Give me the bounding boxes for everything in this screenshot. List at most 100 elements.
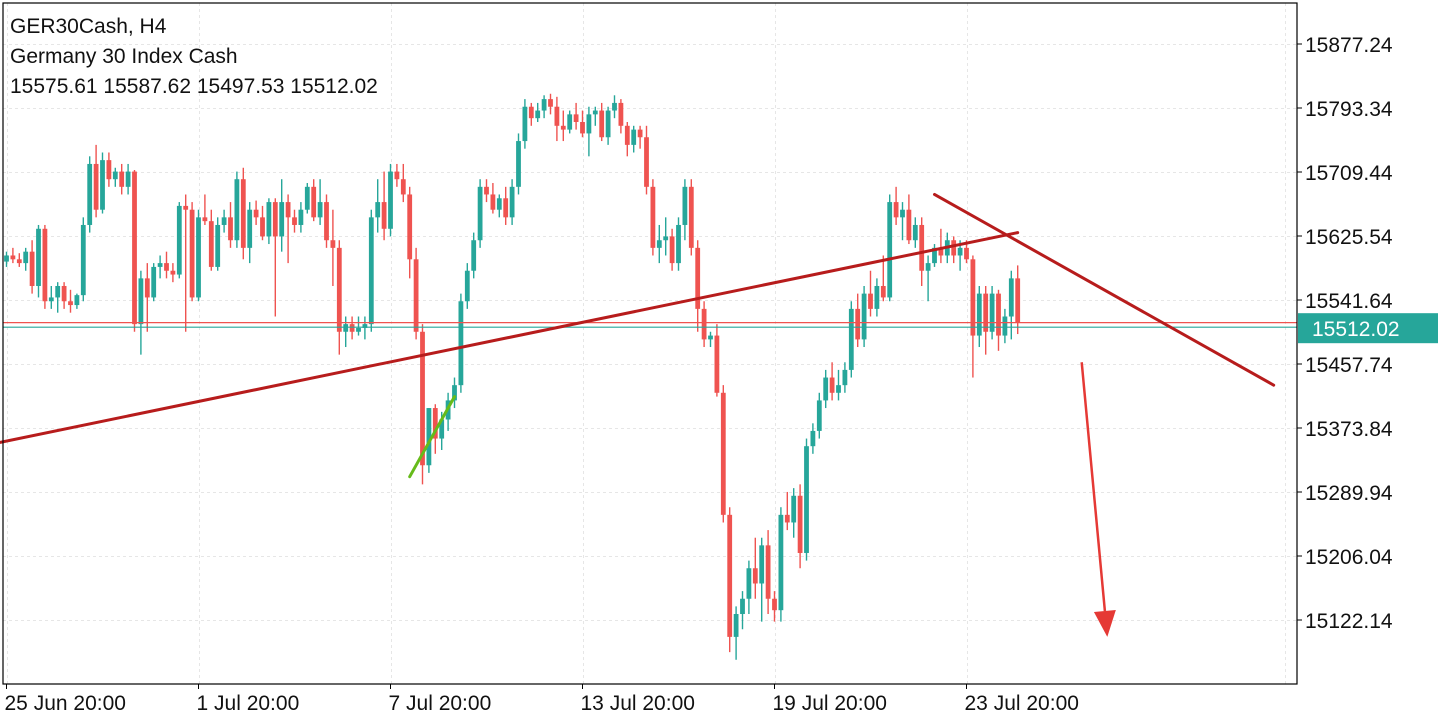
descending-trendline[interactable] <box>933 192 1276 387</box>
candle[interactable] <box>1008 270 1014 340</box>
candle[interactable] <box>452 377 457 409</box>
candle[interactable] <box>516 133 521 195</box>
candle[interactable] <box>458 293 464 393</box>
candle[interactable] <box>221 209 227 233</box>
candle[interactable] <box>503 186 509 225</box>
candle[interactable] <box>650 179 656 256</box>
candle[interactable] <box>189 202 195 302</box>
candle[interactable] <box>170 263 176 283</box>
candle[interactable] <box>298 202 304 233</box>
candle[interactable] <box>317 179 323 225</box>
candle[interactable] <box>176 202 182 279</box>
arrow-down-icon[interactable] <box>1093 609 1116 637</box>
candle[interactable] <box>125 163 131 195</box>
candle[interactable] <box>240 167 246 260</box>
candle[interactable] <box>138 270 144 355</box>
candle[interactable] <box>381 171 387 241</box>
candle[interactable] <box>100 152 105 214</box>
candle[interactable] <box>541 95 547 119</box>
candle[interactable] <box>714 324 720 397</box>
candle[interactable] <box>336 240 342 355</box>
candle[interactable] <box>16 253 22 267</box>
candle[interactable] <box>848 301 854 378</box>
candle[interactable] <box>509 179 515 225</box>
candle[interactable] <box>202 194 208 225</box>
candle[interactable] <box>144 263 150 332</box>
candle[interactable] <box>861 285 867 348</box>
candle[interactable] <box>349 316 355 340</box>
candle[interactable] <box>471 232 477 279</box>
candle[interactable] <box>1002 308 1008 344</box>
candle[interactable] <box>68 289 73 313</box>
candle[interactable] <box>247 202 253 264</box>
candle[interactable] <box>528 102 534 126</box>
candle[interactable] <box>1015 265 1021 335</box>
candle[interactable] <box>912 217 918 248</box>
candle[interactable] <box>970 255 976 378</box>
candle[interactable] <box>695 240 701 332</box>
candle[interactable] <box>976 285 982 348</box>
candle[interactable] <box>260 205 265 241</box>
candle[interactable] <box>535 102 541 122</box>
candle[interactable] <box>682 179 688 241</box>
candle[interactable] <box>740 591 745 630</box>
candle[interactable] <box>228 202 233 248</box>
candle[interactable] <box>42 224 48 309</box>
candle[interactable] <box>784 491 790 531</box>
candle[interactable] <box>362 316 368 340</box>
candle[interactable] <box>644 125 649 195</box>
candle[interactable] <box>906 194 912 245</box>
candle[interactable] <box>87 156 93 233</box>
candle[interactable] <box>324 194 329 248</box>
candle[interactable] <box>266 198 272 245</box>
candle[interactable] <box>407 186 413 279</box>
candle[interactable] <box>164 251 169 279</box>
candle[interactable] <box>292 209 297 233</box>
candle[interactable] <box>772 591 777 622</box>
candle[interactable] <box>311 179 317 222</box>
candle[interactable] <box>925 255 931 302</box>
candle[interactable] <box>599 102 605 142</box>
candle[interactable] <box>708 331 713 348</box>
candle[interactable] <box>605 106 611 145</box>
candle[interactable] <box>752 537 758 599</box>
candle[interactable] <box>119 163 125 195</box>
candle[interactable] <box>900 202 905 241</box>
candle[interactable] <box>842 362 848 393</box>
candle[interactable] <box>592 106 598 126</box>
candle[interactable] <box>938 228 944 264</box>
candle[interactable] <box>586 106 592 157</box>
candle[interactable] <box>548 93 553 115</box>
candle[interactable] <box>759 537 765 622</box>
candle[interactable] <box>688 179 694 256</box>
candle[interactable] <box>836 369 841 401</box>
candle[interactable] <box>132 170 137 332</box>
candle[interactable] <box>112 167 118 187</box>
candle[interactable] <box>560 110 566 142</box>
candle[interactable] <box>394 163 400 187</box>
candle[interactable] <box>484 179 489 203</box>
candle[interactable] <box>932 244 937 267</box>
candle[interactable] <box>567 110 573 134</box>
ascending-trendline[interactable] <box>0 231 1020 444</box>
candle[interactable] <box>490 183 496 214</box>
candle[interactable] <box>61 282 67 309</box>
candle[interactable] <box>676 217 681 271</box>
candle[interactable] <box>183 194 189 332</box>
candle[interactable] <box>74 293 80 309</box>
candle[interactable] <box>10 247 16 264</box>
candle[interactable] <box>420 324 425 485</box>
candle[interactable] <box>663 217 669 256</box>
candle[interactable] <box>368 209 374 332</box>
candle[interactable] <box>36 224 41 298</box>
candle[interactable] <box>816 392 822 439</box>
candle[interactable] <box>279 179 285 252</box>
candle[interactable] <box>573 102 579 130</box>
candle[interactable] <box>823 369 829 409</box>
candle[interactable] <box>215 217 221 271</box>
candle[interactable] <box>829 362 835 401</box>
candle[interactable] <box>868 270 873 317</box>
candle[interactable] <box>80 217 86 302</box>
candle[interactable] <box>554 96 560 142</box>
candle[interactable] <box>983 285 989 355</box>
